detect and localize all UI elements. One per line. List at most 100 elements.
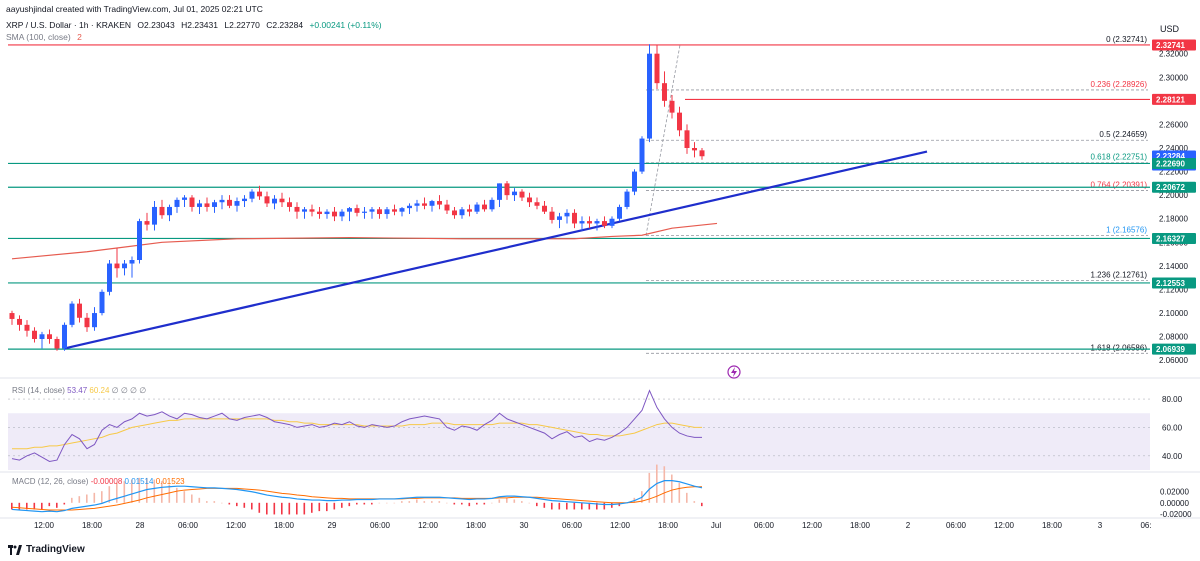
tradingview-logo-icon [8,544,22,555]
candle-body [309,209,315,212]
candle-body [92,313,97,328]
candle-body [579,221,585,224]
price-tag-label: 2.22690 [1156,159,1185,168]
macd-histogram-bar [378,502,381,504]
macd-histogram-bar [266,502,268,515]
macd-histogram-bar [93,492,96,503]
y-tick-label: 2.30000 [1159,73,1188,82]
candle-body [257,191,262,197]
candle-body [294,206,300,212]
macd-histogram-bar [596,502,598,510]
x-tick-label: 28 [136,521,145,530]
candle-body [392,209,397,212]
candle-body [669,100,675,113]
candle-body [204,203,210,207]
fib-level-label: 0 (2.32741) [1106,35,1147,44]
candle-body [534,202,540,206]
x-tick-label: 2 [906,521,911,530]
macd-histogram-bar [116,482,118,503]
candle-body [62,324,67,349]
candle-body [264,196,270,204]
x-tick-label: 06:00 [754,521,775,530]
macd-histogram-bar [483,502,486,505]
fib-level-label: 1.618 (2.06586) [1091,343,1148,352]
macd-histogram-bar [341,502,343,508]
macd-histogram-bar [453,502,456,505]
currency-label: USD [1160,24,1183,34]
macd-histogram-bar [183,491,186,503]
macd-histogram-bar [26,502,28,510]
macd-signal-value: 0.01514 [124,477,154,486]
candle-body [617,206,622,219]
y-tick-label: 2.18000 [1159,215,1188,224]
rsi-extra: ∅ ∅ ∅ ∅ [111,386,147,395]
candle-body [609,218,615,226]
candle-body [557,216,562,220]
candle-body [24,324,30,331]
x-tick-label: Jul [711,521,721,530]
macd-histogram-bar [63,502,66,505]
macd-histogram-bar [558,502,561,510]
macd-histogram-bar [18,502,21,510]
macd-histogram-bar [468,502,471,507]
rsi-legend: RSI (14, close) 53.47 60.24 ∅ ∅ ∅ ∅ [12,386,146,395]
sma-line [11,222,718,260]
macd-histogram-bar [386,502,388,504]
macd-histogram-bar [648,472,651,503]
candle-body [549,211,555,220]
candle-body [632,171,637,192]
candle-body [107,263,112,292]
price-tag [1152,157,1196,169]
macd-histogram-bar [416,499,418,503]
open-value: O2.23043 [137,20,175,30]
tradingview-brand[interactable]: TradingView [8,544,85,555]
macd-histogram-bar [363,502,366,505]
macd-histogram-bar [236,502,238,507]
candle-body [369,209,375,212]
macd-histogram-bar [326,502,328,512]
candle-body [482,204,487,210]
macd-histogram-bar [131,479,133,503]
credit-line: aayushjindal created with TradingView.co… [6,4,267,14]
macd-histogram-bar [506,497,508,503]
symbol-name[interactable]: XRP / U.S. Dollar · 1h · KRAKEN [6,20,132,30]
price-tag-label: 2.16327 [1156,234,1185,243]
macd-histogram-bar [258,502,261,513]
macd-histogram-bar [78,496,81,503]
macd-histogram-bar [438,501,441,503]
candle-body [272,198,277,204]
rsi-label[interactable]: RSI (14, close) [12,386,65,395]
currency-text: USD [1160,24,1180,34]
low-value: L2.22770 [224,20,260,30]
candle-body [467,209,472,212]
macd-histogram-bar [56,502,58,508]
macd-histogram-bar [228,502,231,505]
candle-body [602,221,607,226]
macd-histogram-bar [191,494,193,503]
candle-body [459,209,465,216]
macd-histogram-bar [528,502,531,504]
lightning-icon [731,367,737,377]
macd-histogram-bar [318,502,321,512]
macd-histogram-bar [251,502,253,510]
macd-label[interactable]: MACD (12, 26, close) [12,477,89,486]
candle-body [654,53,660,84]
candle-body [647,53,652,139]
macd-histogram-bar [588,502,591,510]
sma-label[interactable]: SMA (100, close) [6,32,71,42]
rsi-line [11,389,702,463]
price-tag-label: 2.12553 [1156,279,1185,288]
macd-histogram-bar [423,501,426,503]
credit-text: aayushjindal created with TradingView.co… [6,4,263,14]
x-tick-label: 06:00 [370,521,391,530]
price-tag-label: 2.20672 [1156,183,1185,192]
macd-histogram-bar [71,497,73,503]
candle-body [354,208,360,213]
candle-body [564,212,570,217]
candle-body [302,209,307,212]
macd-histogram-bar [101,491,103,503]
candle-body [662,83,667,101]
x-tick-label: 06:00 [562,521,583,530]
rsi-axis-label: 40.00 [1162,452,1183,461]
